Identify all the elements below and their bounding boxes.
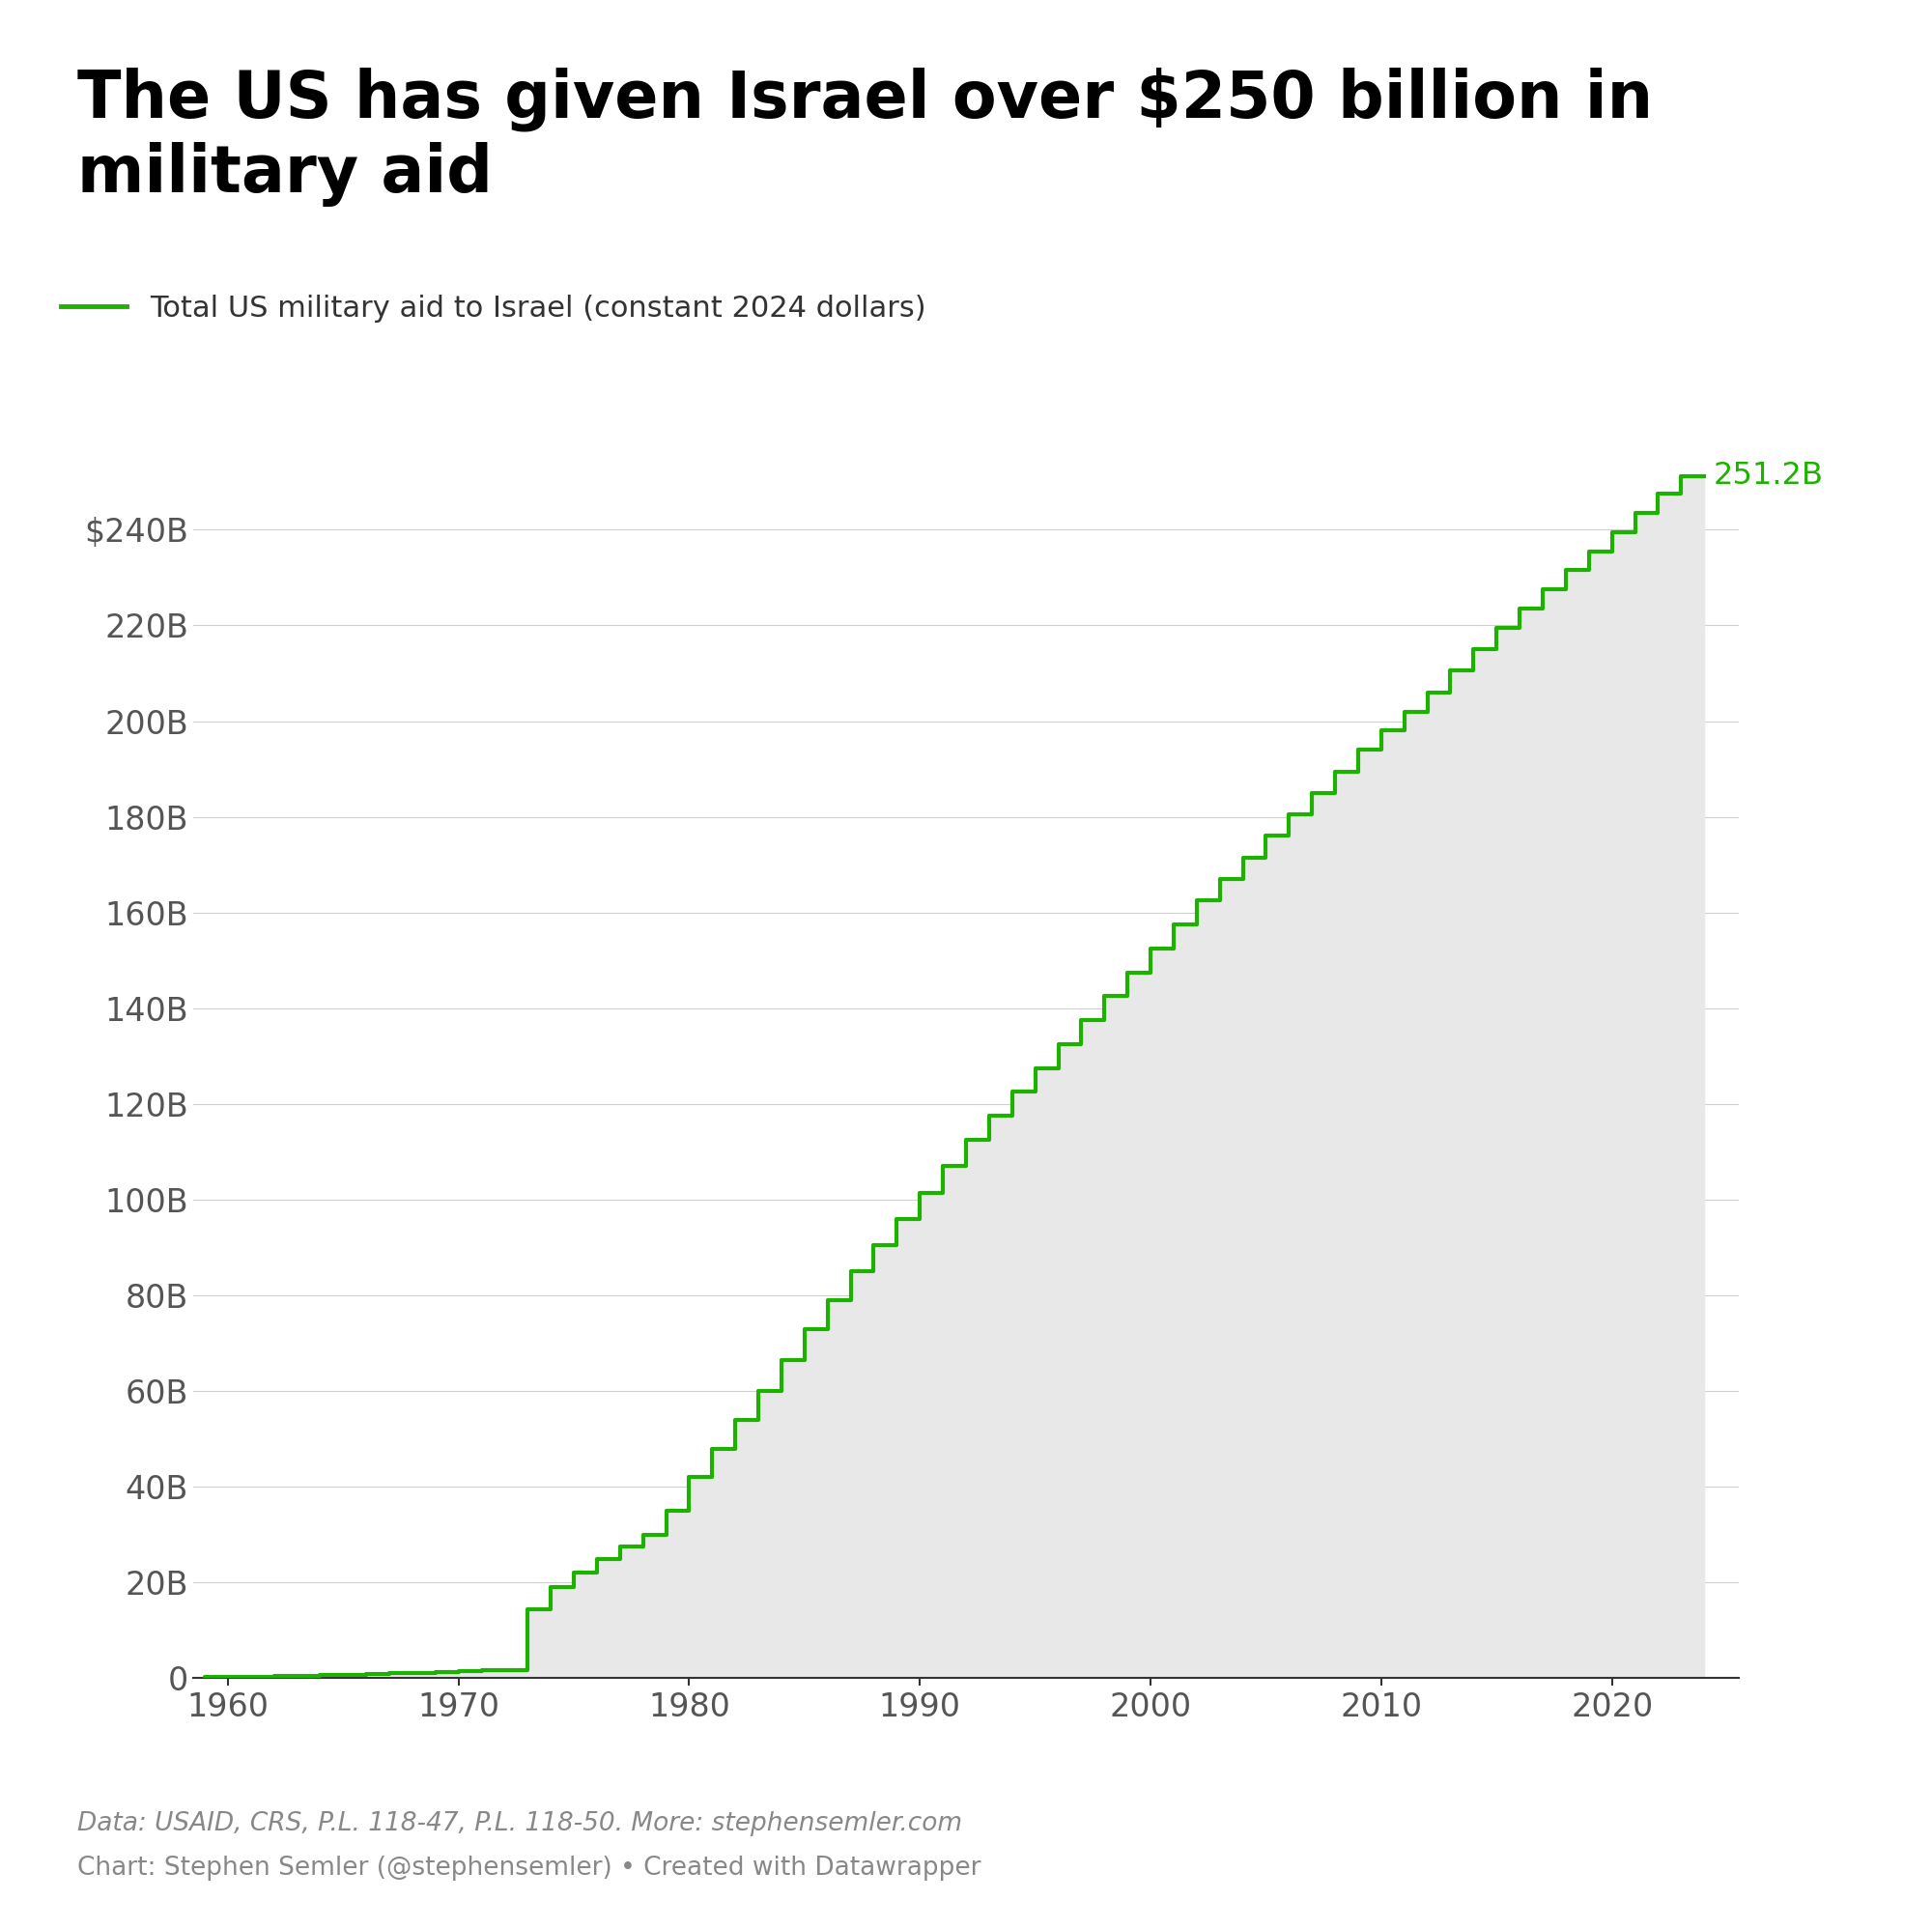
Text: 251.2B: 251.2B: [1714, 461, 1824, 492]
Legend: Total US military aid to Israel (constant 2024 dollars): Total US military aid to Israel (constan…: [62, 295, 925, 322]
Text: The US has given Israel over $250 billion in military aid: The US has given Israel over $250 billio…: [77, 68, 1654, 206]
Text: Chart: Stephen Semler (@stephensemler) • Created with Datawrapper: Chart: Stephen Semler (@stephensemler) •…: [77, 1856, 981, 1881]
Text: Data: USAID, CRS, P.L. 118-47, P.L. 118-50. More: stephensemler.com: Data: USAID, CRS, P.L. 118-47, P.L. 118-…: [77, 1811, 962, 1836]
